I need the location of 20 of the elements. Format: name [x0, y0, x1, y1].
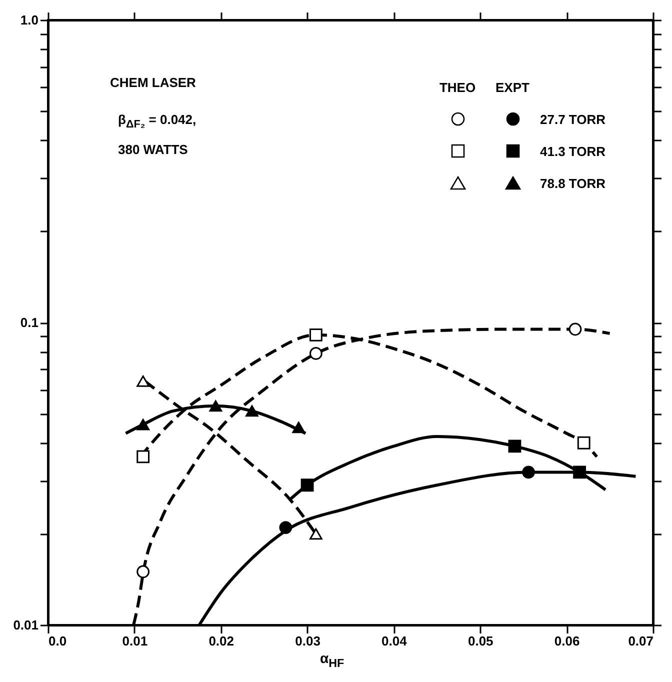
annotation: THEO — [438, 80, 477, 95]
legend-label: 27.7 TORR — [540, 112, 606, 126]
x-tick-label: 0.02 — [208, 634, 234, 648]
annotation: CHEM LASER — [110, 75, 196, 90]
legend-label: 41.3 TORR — [540, 144, 606, 158]
annotation: EXPT — [494, 80, 530, 95]
x-tick-label: 0.03 — [295, 634, 320, 648]
x-tick-label: 0.06 — [554, 634, 580, 648]
annotation: β$_{ΔF₂}$ = 0.042, — [118, 112, 196, 131]
y-tick-label: 0.1 — [20, 315, 38, 330]
x-tick-label: 0.04 — [382, 634, 408, 648]
x-tick-label: 0.0 — [48, 634, 67, 648]
x-tick-label: 0.07 — [628, 634, 654, 648]
annotation: 380 WATTS — [118, 142, 188, 157]
y-tick-label: 0.01 — [13, 618, 38, 632]
x-tick-label: 0.01 — [122, 634, 148, 648]
x-axis-title: α$_{HF}$ — [320, 650, 344, 670]
legend-label: 78.8 TORR — [540, 176, 606, 190]
x-tick-label: 0.05 — [468, 634, 494, 648]
y-tick-label: 1.0 — [20, 12, 38, 28]
